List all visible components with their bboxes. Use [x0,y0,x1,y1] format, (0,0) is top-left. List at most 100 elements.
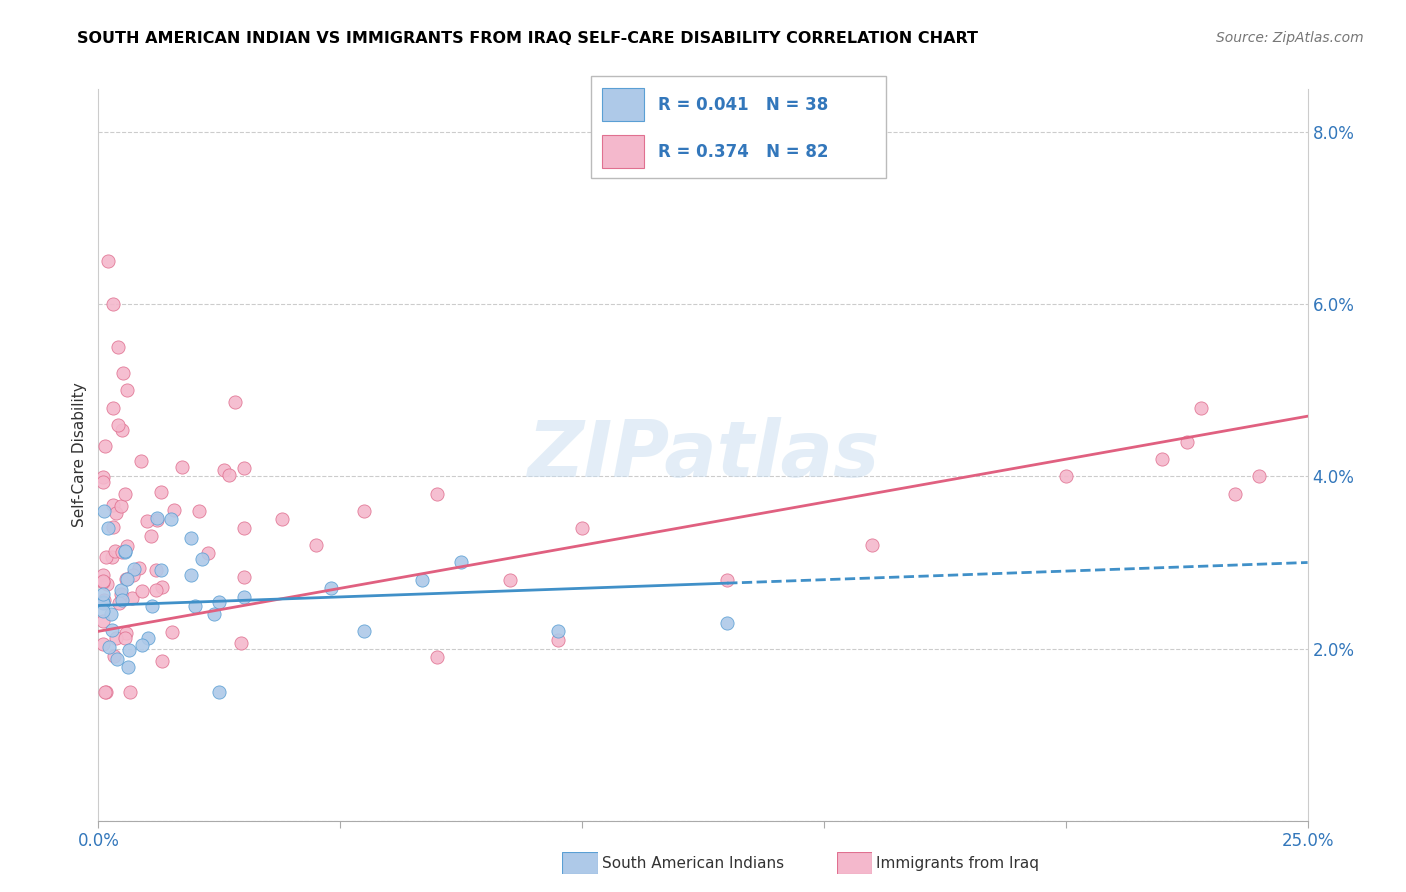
Point [170,460,193,475]
Point [146,513,169,527]
Point [146,511,169,525]
Point [114,572,136,586]
Point [498,573,520,587]
Point [141,529,163,543]
Point [91,575,114,590]
Point [160,625,183,640]
Point [122,562,145,576]
Point [91,637,114,651]
Point [97,640,120,654]
Text: R = 0.041   N = 38: R = 0.041 N = 38 [658,95,828,113]
Point [100,607,122,621]
Point [91,587,114,601]
Point [117,539,139,553]
Point [91,594,114,608]
Point [110,587,132,601]
Point [94,550,117,565]
FancyBboxPatch shape [602,136,644,168]
Point [305,538,328,552]
Point [93,592,115,607]
Y-axis label: Self-Care Disability: Self-Care Disability [72,383,87,527]
Point [212,462,235,476]
Point [232,521,254,535]
Point [232,590,254,604]
Point [180,531,202,545]
Point [231,636,253,650]
Point [163,503,186,517]
Text: SOUTH AMERICAN INDIAN VS IMMIGRANTS FROM IRAQ SELF-CARE DISABILITY CORRELATION C: SOUTH AMERICAN INDIAN VS IMMIGRANTS FROM… [77,31,979,46]
Point [204,607,226,622]
Point [117,660,139,674]
Point [107,417,129,432]
Point [111,423,134,437]
FancyBboxPatch shape [602,88,644,121]
Point [115,572,138,586]
Point [184,599,207,613]
Point [91,615,114,629]
Point [131,638,153,652]
Point [110,500,132,514]
Point [411,573,433,587]
Point [188,504,211,518]
Text: Source: ZipAtlas.com: Source: ZipAtlas.com [1216,31,1364,45]
Point [319,582,342,596]
Point [716,573,738,587]
Point [100,623,122,637]
FancyBboxPatch shape [591,76,886,178]
Point [208,684,231,698]
Point [94,684,117,698]
Point [136,632,159,646]
Point [114,631,136,645]
Point [571,521,593,535]
Point [232,569,254,583]
Point [107,340,129,354]
Point [160,512,183,526]
Point [547,632,569,647]
Point [107,596,129,610]
Point [93,439,115,453]
Point [100,549,122,564]
Point [224,395,246,409]
Point [103,544,125,558]
Point [121,591,143,605]
Point [150,580,173,594]
Point [118,643,141,657]
Point [860,538,883,552]
Point [150,563,173,577]
Point [197,546,219,560]
Point [94,684,117,698]
Point [128,561,150,575]
Point [1189,401,1212,415]
Point [91,596,114,610]
Point [426,486,449,500]
Point [96,577,118,591]
Point [426,650,449,665]
Point [111,545,134,559]
Text: R = 0.374   N = 82: R = 0.374 N = 82 [658,143,830,161]
Text: South American Indians: South American Indians [602,856,785,871]
Point [117,384,139,398]
Point [110,582,132,597]
Point [191,552,214,566]
Point [105,652,128,666]
Point [104,506,127,520]
Point [141,599,163,614]
Point [103,649,125,664]
Point [1152,452,1174,467]
Point [105,631,128,645]
Point [271,512,294,526]
Point [122,567,145,582]
Point [131,584,153,599]
Point [115,626,138,640]
Point [1249,469,1271,483]
Point [91,574,114,588]
Point [101,297,124,311]
Point [1054,469,1077,483]
Point [120,684,142,698]
Point [111,592,134,607]
Point [353,504,375,518]
Point [114,545,136,559]
Point [1175,435,1198,450]
Point [91,475,114,489]
Point [135,514,157,528]
